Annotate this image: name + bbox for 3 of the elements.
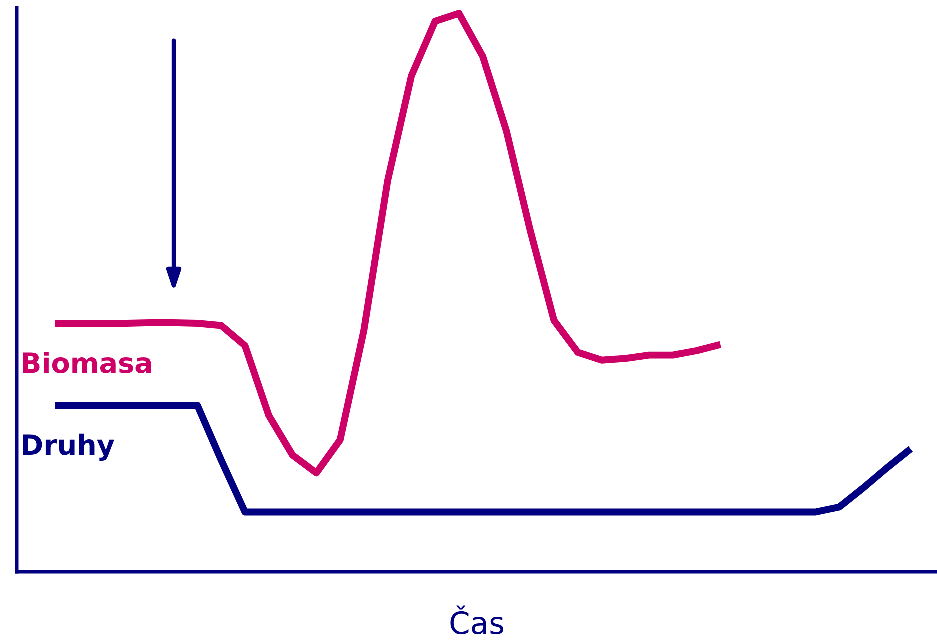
series-label: Druhy (23, 434, 114, 462)
x-axis-title: Čas (450, 606, 504, 635)
series-label: Biomasa (23, 352, 152, 374)
